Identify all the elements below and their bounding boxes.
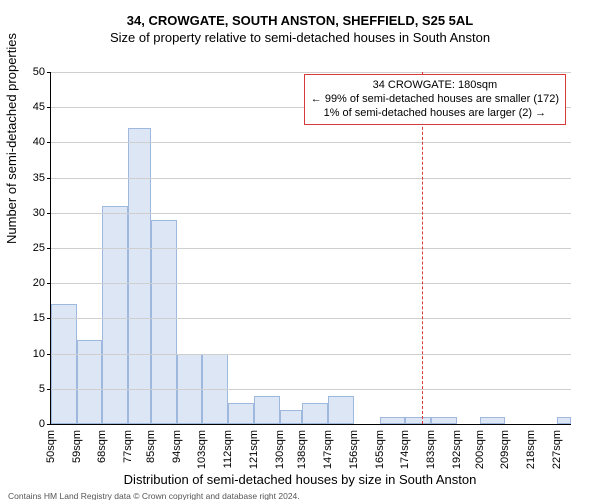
histogram-bar (102, 206, 128, 424)
x-tick-label: 147sqm (322, 428, 334, 469)
x-tick-label: 227sqm (551, 428, 563, 469)
y-tick-label: 5 (39, 383, 51, 395)
x-tick-label: 138sqm (296, 428, 308, 469)
histogram-bar (280, 410, 303, 424)
histogram-bar (480, 417, 506, 424)
x-tick-label: 209sqm (499, 428, 511, 469)
page-title: 34, CROWGATE, SOUTH ANSTON, SHEFFIELD, S… (0, 14, 600, 29)
y-tick-label: 15 (33, 312, 51, 324)
histogram-bar (302, 403, 328, 424)
x-tick-label: 183sqm (425, 428, 437, 469)
x-tick-label: 50sqm (45, 428, 57, 463)
info-line: 1% of semi-detached houses are larger (2… (311, 107, 559, 121)
histogram-bar (228, 403, 254, 424)
histogram-bar (128, 128, 151, 424)
page-subtitle: Size of property relative to semi-detach… (0, 31, 600, 46)
x-tick-label: 165sqm (374, 428, 386, 469)
info-line: 34 CROWGATE: 180sqm (311, 79, 559, 93)
chart-container: 34, CROWGATE, SOUTH ANSTON, SHEFFIELD, S… (0, 14, 600, 500)
y-tick-label: 25 (33, 242, 51, 254)
histogram-bar (202, 354, 228, 424)
histogram-bar (177, 354, 203, 424)
property-info-box: 34 CROWGATE: 180sqm← 99% of semi-detache… (304, 74, 566, 125)
y-tick-label: 10 (33, 348, 51, 360)
y-tick-label: 45 (33, 101, 51, 113)
x-tick-label: 112sqm (222, 428, 234, 468)
x-tick-label: 121sqm (248, 428, 260, 469)
x-tick-label: 156sqm (348, 428, 360, 469)
x-tick-label: 103sqm (196, 428, 208, 469)
x-tick-label: 77sqm (122, 428, 134, 463)
y-tick-label: 40 (33, 136, 51, 148)
y-axis-label: Number of semi-detached properties (4, 33, 19, 244)
histogram-bar (405, 417, 431, 424)
x-tick-label: 192sqm (451, 428, 463, 469)
y-tick-label: 30 (33, 207, 51, 219)
x-axis-caption: Distribution of semi-detached houses by … (0, 472, 600, 487)
x-tick-label: 130sqm (274, 428, 286, 469)
histogram-bar (328, 396, 354, 424)
licence-footer: Contains HM Land Registry data © Crown c… (8, 492, 333, 500)
histogram-bar (431, 417, 457, 424)
histogram-bar (151, 220, 177, 424)
histogram-bar (557, 417, 571, 424)
y-tick-label: 50 (33, 66, 51, 78)
histogram-bar (380, 417, 406, 424)
x-tick-label: 200sqm (474, 428, 486, 469)
y-tick-label: 35 (33, 172, 51, 184)
histogram-bar (77, 340, 103, 424)
x-tick-label: 218sqm (525, 428, 537, 469)
info-line: ← 99% of semi-detached houses are smalle… (311, 93, 559, 107)
plot-area: 0510152025303540455050sqm59sqm68sqm77sqm… (50, 72, 571, 425)
x-tick-label: 174sqm (399, 428, 411, 469)
y-tick-label: 20 (33, 277, 51, 289)
histogram-bar (254, 396, 280, 424)
x-tick-label: 68sqm (96, 428, 108, 463)
histogram-bar (51, 304, 77, 424)
x-tick-label: 85sqm (145, 428, 157, 463)
x-tick-label: 59sqm (71, 428, 83, 463)
x-tick-label: 94sqm (171, 428, 183, 463)
footer-line-1: Contains HM Land Registry data © Crown c… (8, 492, 333, 500)
